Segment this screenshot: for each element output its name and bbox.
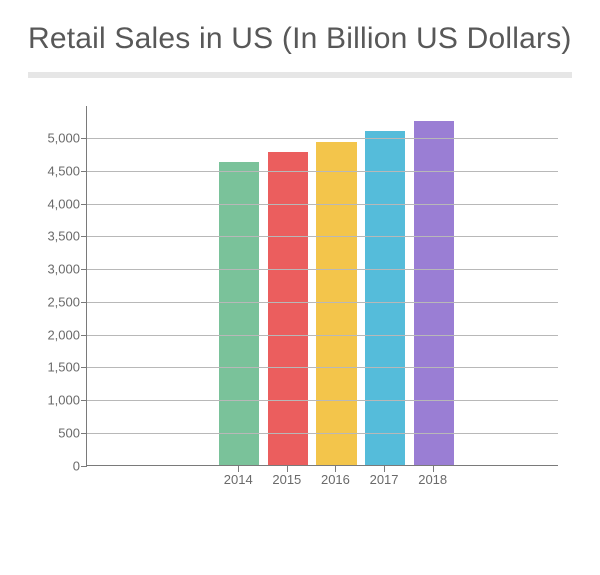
bar [316,142,356,465]
y-tick-mark [81,269,87,270]
y-tick-label: 3,000 [47,262,80,277]
y-tick-mark [81,204,87,205]
gridline [87,400,558,401]
bar [414,121,454,465]
x-axis: 2014 2015 2016 2017 2018 [86,466,558,494]
y-tick-mark [81,138,87,139]
gridline [87,236,558,237]
chart-title: Retail Sales in US (In Billion US Dollar… [28,20,572,58]
plot-area [86,106,558,466]
y-tick-mark [81,400,87,401]
bar [219,162,259,464]
gridline [87,433,558,434]
y-tick-label: 1,500 [47,360,80,375]
y-tick-mark [81,302,87,303]
gridline [87,204,558,205]
chart-container: Retail Sales in US (In Billion US Dollar… [0,0,600,494]
y-tick-mark [81,171,87,172]
y-tick-label: 2,000 [47,327,80,342]
gridline [87,335,558,336]
x-tick-label: 2018 [418,472,447,487]
y-tick-mark [81,335,87,336]
x-tick-label: 2014 [224,472,253,487]
y-tick-label: 3,500 [47,229,80,244]
x-tick-label: 2017 [370,472,399,487]
y-tick-mark [81,367,87,368]
bar [268,152,308,465]
y-tick-label: 2,500 [47,294,80,309]
gridline [87,302,558,303]
y-tick-mark [81,433,87,434]
gridline [87,171,558,172]
bar-chart: 0 500 1,000 1,500 2,000 2,500 3,000 3,500 4,000 4… [38,106,558,494]
y-tick-label: 500 [58,425,80,440]
gridline [87,367,558,368]
y-tick-label: 4,000 [47,196,80,211]
y-tick-label: 1,000 [47,393,80,408]
title-divider [28,72,572,78]
y-tick-label: 0 [73,458,80,473]
gridline [87,269,558,270]
y-tick-mark [81,236,87,237]
y-axis: 05001,0001,5002,0002,5003,0003,5004,0004… [38,106,86,466]
bar [365,131,405,465]
gridline [87,138,558,139]
bars-layer [87,106,558,465]
x-tick-label: 2015 [272,472,301,487]
y-tick-label: 5,000 [47,131,80,146]
y-tick-label: 4,500 [47,163,80,178]
x-tick-label: 2016 [321,472,350,487]
